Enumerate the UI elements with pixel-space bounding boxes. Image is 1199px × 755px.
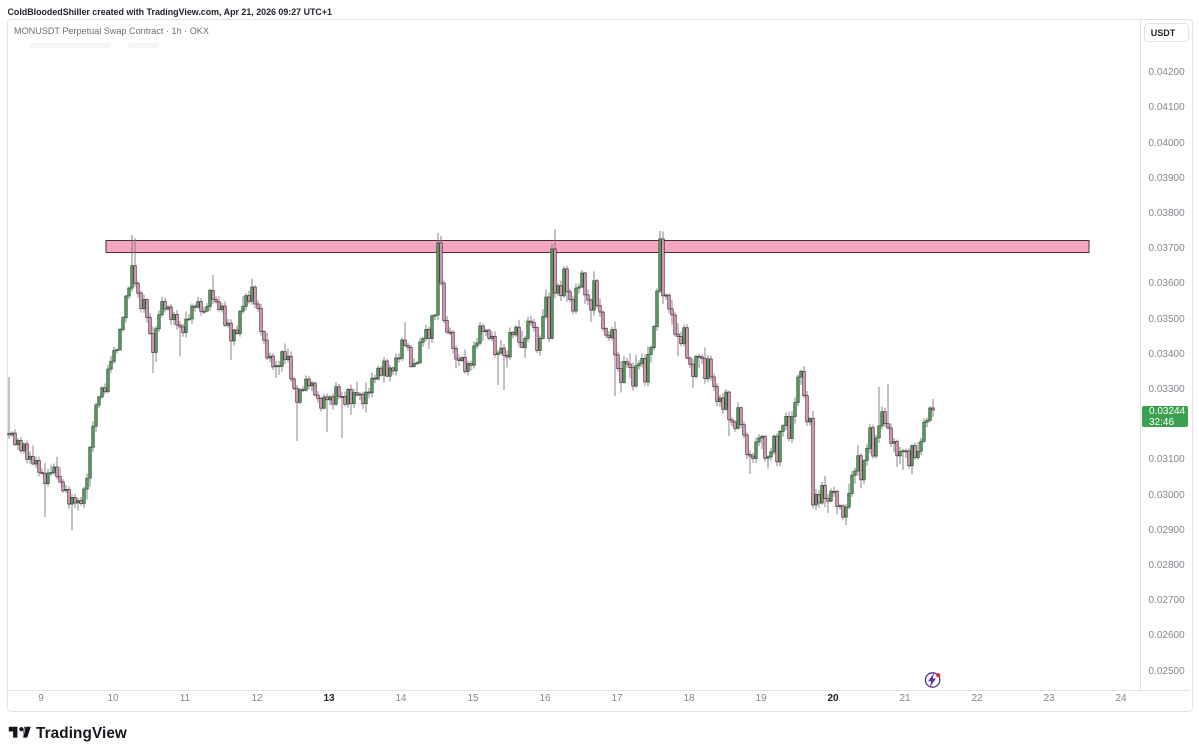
svg-text:TradingView: TradingView — [36, 725, 127, 742]
